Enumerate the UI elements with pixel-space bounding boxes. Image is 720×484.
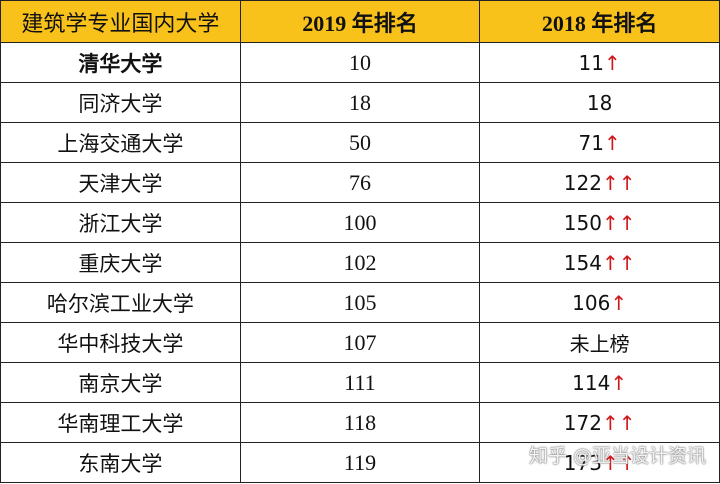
rank-2019-cell: 107 bbox=[239, 322, 481, 363]
header-cell: 建筑学专业国内大学 bbox=[0, 0, 241, 43]
rank-2018-cell: 172↑↑ bbox=[479, 402, 720, 443]
rank-2019-cell: 118 bbox=[239, 402, 481, 443]
rank-2019-cell: 105 bbox=[239, 282, 481, 323]
rank-2018: 150 bbox=[563, 210, 602, 235]
school-cell: 东南大学 bbox=[0, 442, 241, 483]
rank-2018: 106 bbox=[572, 290, 611, 315]
table-row: 上海交通大学 50 71↑ bbox=[0, 122, 720, 163]
rank-2018: 172 bbox=[563, 410, 602, 435]
rank-2018: 71 bbox=[578, 130, 604, 155]
trend-arrow: ↑ bbox=[610, 370, 628, 395]
rank-2019-cell: 119 bbox=[239, 442, 481, 483]
table-row: 华中科技大学 107 未上榜 bbox=[0, 322, 720, 363]
rank-2018: 173 bbox=[563, 450, 602, 475]
rank-2018-cell: 122↑↑ bbox=[479, 162, 720, 203]
trend-arrow: ↑↑ bbox=[601, 210, 636, 235]
rank-2019-cell: 10 bbox=[239, 42, 481, 83]
header-cell: 2018 年排名 bbox=[479, 0, 720, 43]
school-cell: 清华大学 bbox=[0, 42, 241, 83]
trend-arrow: ↑↑ bbox=[601, 450, 636, 475]
rank-2018-cell: 11↑ bbox=[479, 42, 720, 83]
trend-arrow: ↑ bbox=[604, 50, 621, 75]
rank-2019-cell: 100 bbox=[239, 202, 481, 243]
header-cell: 2019 年排名 bbox=[239, 0, 481, 43]
rank-2018-cell: 173↑↑ bbox=[479, 442, 720, 483]
rank-2018-cell: 未上榜 bbox=[479, 322, 720, 363]
rank-2018: 11 bbox=[578, 50, 604, 75]
rank-2018-cell: 154↑↑ bbox=[479, 242, 720, 283]
school-cell: 重庆大学 bbox=[0, 242, 241, 283]
rank-2018-cell: 18 bbox=[479, 82, 720, 123]
trend-arrow: ↑ bbox=[610, 290, 628, 315]
rank-2019-cell: 102 bbox=[239, 242, 481, 283]
school-cell: 上海交通大学 bbox=[0, 122, 241, 163]
table-row: 华南理工大学 118 172↑↑ bbox=[0, 402, 720, 443]
trend-arrow: ↑↑ bbox=[601, 410, 636, 435]
table-row: 天津大学 76 122↑↑ bbox=[0, 162, 720, 203]
rank-2019-cell: 50 bbox=[239, 122, 481, 163]
school-cell: 哈尔滨工业大学 bbox=[0, 282, 241, 323]
trend-arrow: ↑↑ bbox=[601, 250, 636, 275]
table-row: 东南大学 119 173↑↑ bbox=[0, 442, 720, 483]
table-row: 清华大学 10 11↑ bbox=[0, 42, 720, 83]
rank-2019-cell: 76 bbox=[239, 162, 481, 203]
school-cell: 浙江大学 bbox=[0, 202, 241, 243]
rank-2019-cell: 111 bbox=[239, 362, 481, 403]
watermark: 知乎 @亚当设计资讯 bbox=[528, 445, 706, 467]
rank-2018: 154 bbox=[563, 250, 602, 275]
header-row: 建筑学专业国内大学 2019 年排名 2018 年排名 bbox=[0, 0, 720, 43]
rank-2019-cell: 18 bbox=[239, 82, 481, 123]
school-cell: 华南理工大学 bbox=[0, 402, 241, 443]
rank-2018-cell: 71↑ bbox=[479, 122, 720, 163]
rank-2018: 122 bbox=[563, 170, 602, 195]
rank-2018-cell: 106↑ bbox=[479, 282, 720, 323]
table-row: 哈尔滨工业大学 105 106↑ bbox=[0, 282, 720, 323]
trend-arrow: ↑ bbox=[604, 130, 621, 155]
table-row: 浙江大学 100 150↑↑ bbox=[0, 202, 720, 243]
rank-2018-cell: 114↑ bbox=[479, 362, 720, 403]
school-cell: 天津大学 bbox=[0, 162, 241, 203]
table-row: 南京大学 111 114↑ bbox=[0, 362, 720, 403]
table-row: 重庆大学 102 154↑↑ bbox=[0, 242, 720, 283]
trend-arrow: ↑↑ bbox=[601, 170, 636, 195]
school-cell: 华中科技大学 bbox=[0, 322, 241, 363]
rank-2018: 18 bbox=[586, 90, 613, 115]
school-cell: 同济大学 bbox=[0, 82, 241, 123]
table-body: 清华大学 10 11↑ 同济大学 18 18 上海交通大学 50 71↑ 天津大学 76 122↑↑ 浙… bbox=[0, 42, 720, 483]
rank-2018: 114 bbox=[572, 370, 611, 395]
table-row: 同济大学 18 18 bbox=[0, 82, 720, 123]
rank-2018: 未上榜 bbox=[569, 332, 630, 356]
school-cell: 南京大学 bbox=[0, 362, 241, 403]
rank-2018-cell: 150↑↑ bbox=[479, 202, 720, 243]
